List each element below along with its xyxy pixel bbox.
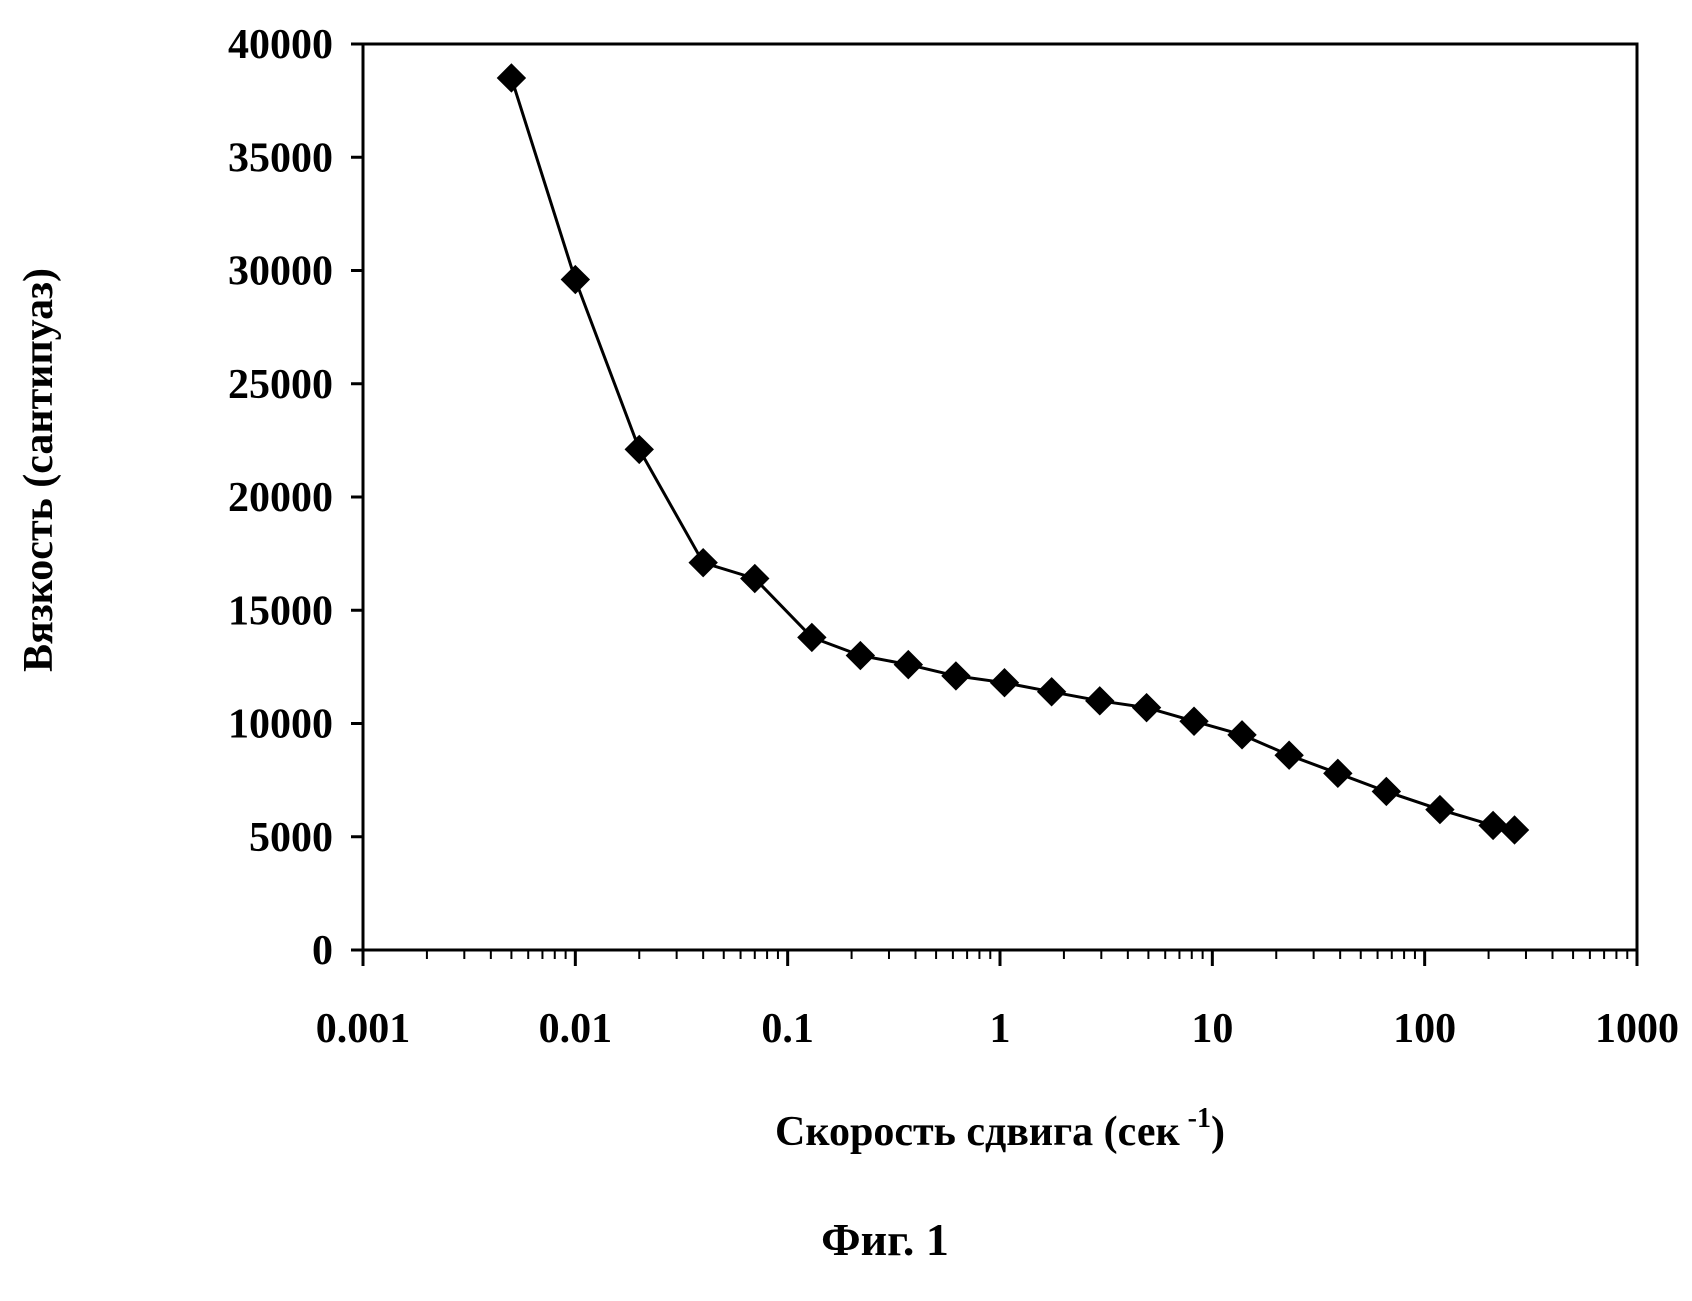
x-tick-label: 100 [1393,1006,1456,1052]
x-tick-label: 0.01 [539,1006,613,1052]
figure-caption: Фиг. 1 [821,1214,949,1265]
data-point-diamond [990,669,1018,697]
y-tick-label: 30000 [228,249,333,295]
x-tick-label: 1 [990,1006,1011,1052]
x-axis-label-main: Скорость сдвига (сек [775,1109,1180,1155]
x-axis-label: Скорость сдвига (сек -1) [775,1103,1225,1155]
data-point-diamond [1426,796,1454,824]
data-point-diamond [1180,707,1208,735]
y-tick-label: 40000 [228,22,333,68]
data-point-diamond [942,662,970,690]
data-point-diamond [1133,694,1161,722]
y-tick-label: 0 [312,928,333,974]
y-axis-label: Вязкость (сантипуаз) [16,268,62,672]
y-tick-label: 20000 [228,475,333,521]
x-tick-label: 0.1 [761,1006,814,1052]
data-point-diamond [1372,777,1400,805]
y-tick-label: 5000 [249,815,333,861]
data-point-diamond [561,266,589,294]
x-axis-label-close: ) [1211,1109,1225,1155]
y-tick-label: 10000 [228,702,333,748]
data-point-diamond [497,64,525,92]
data-point-diamond [894,651,922,679]
y-tick-label: 15000 [228,588,333,634]
series-line [511,78,1514,830]
data-point-diamond [689,549,717,577]
x-tick-label: 1000 [1595,1006,1679,1052]
data-point-diamond [846,642,874,670]
data-point-diamond [1038,678,1066,706]
x-tick-label: 10 [1191,1006,1233,1052]
x-axis: 0.001 0.01 0.1 1 10 100 1000 [316,950,1679,1052]
y-tick-label: 25000 [228,362,333,408]
data-point-diamond [1086,687,1114,715]
y-tick-label: 35000 [228,135,333,181]
x-axis-label-superscript: -1 [1188,1103,1211,1134]
data-point-diamond [625,435,653,463]
data-point-diamond [1501,816,1529,844]
x-tick-label: 0.001 [316,1006,411,1052]
data-point-diamond [1479,811,1507,839]
data-point-diamond [1324,759,1352,787]
data-point-diamond [1275,741,1303,769]
data-series [497,64,1528,844]
y-axis: 0 5000 10000 15000 20000 25000 30000 35000 40000 [228,22,363,974]
data-point-diamond [1228,721,1256,749]
